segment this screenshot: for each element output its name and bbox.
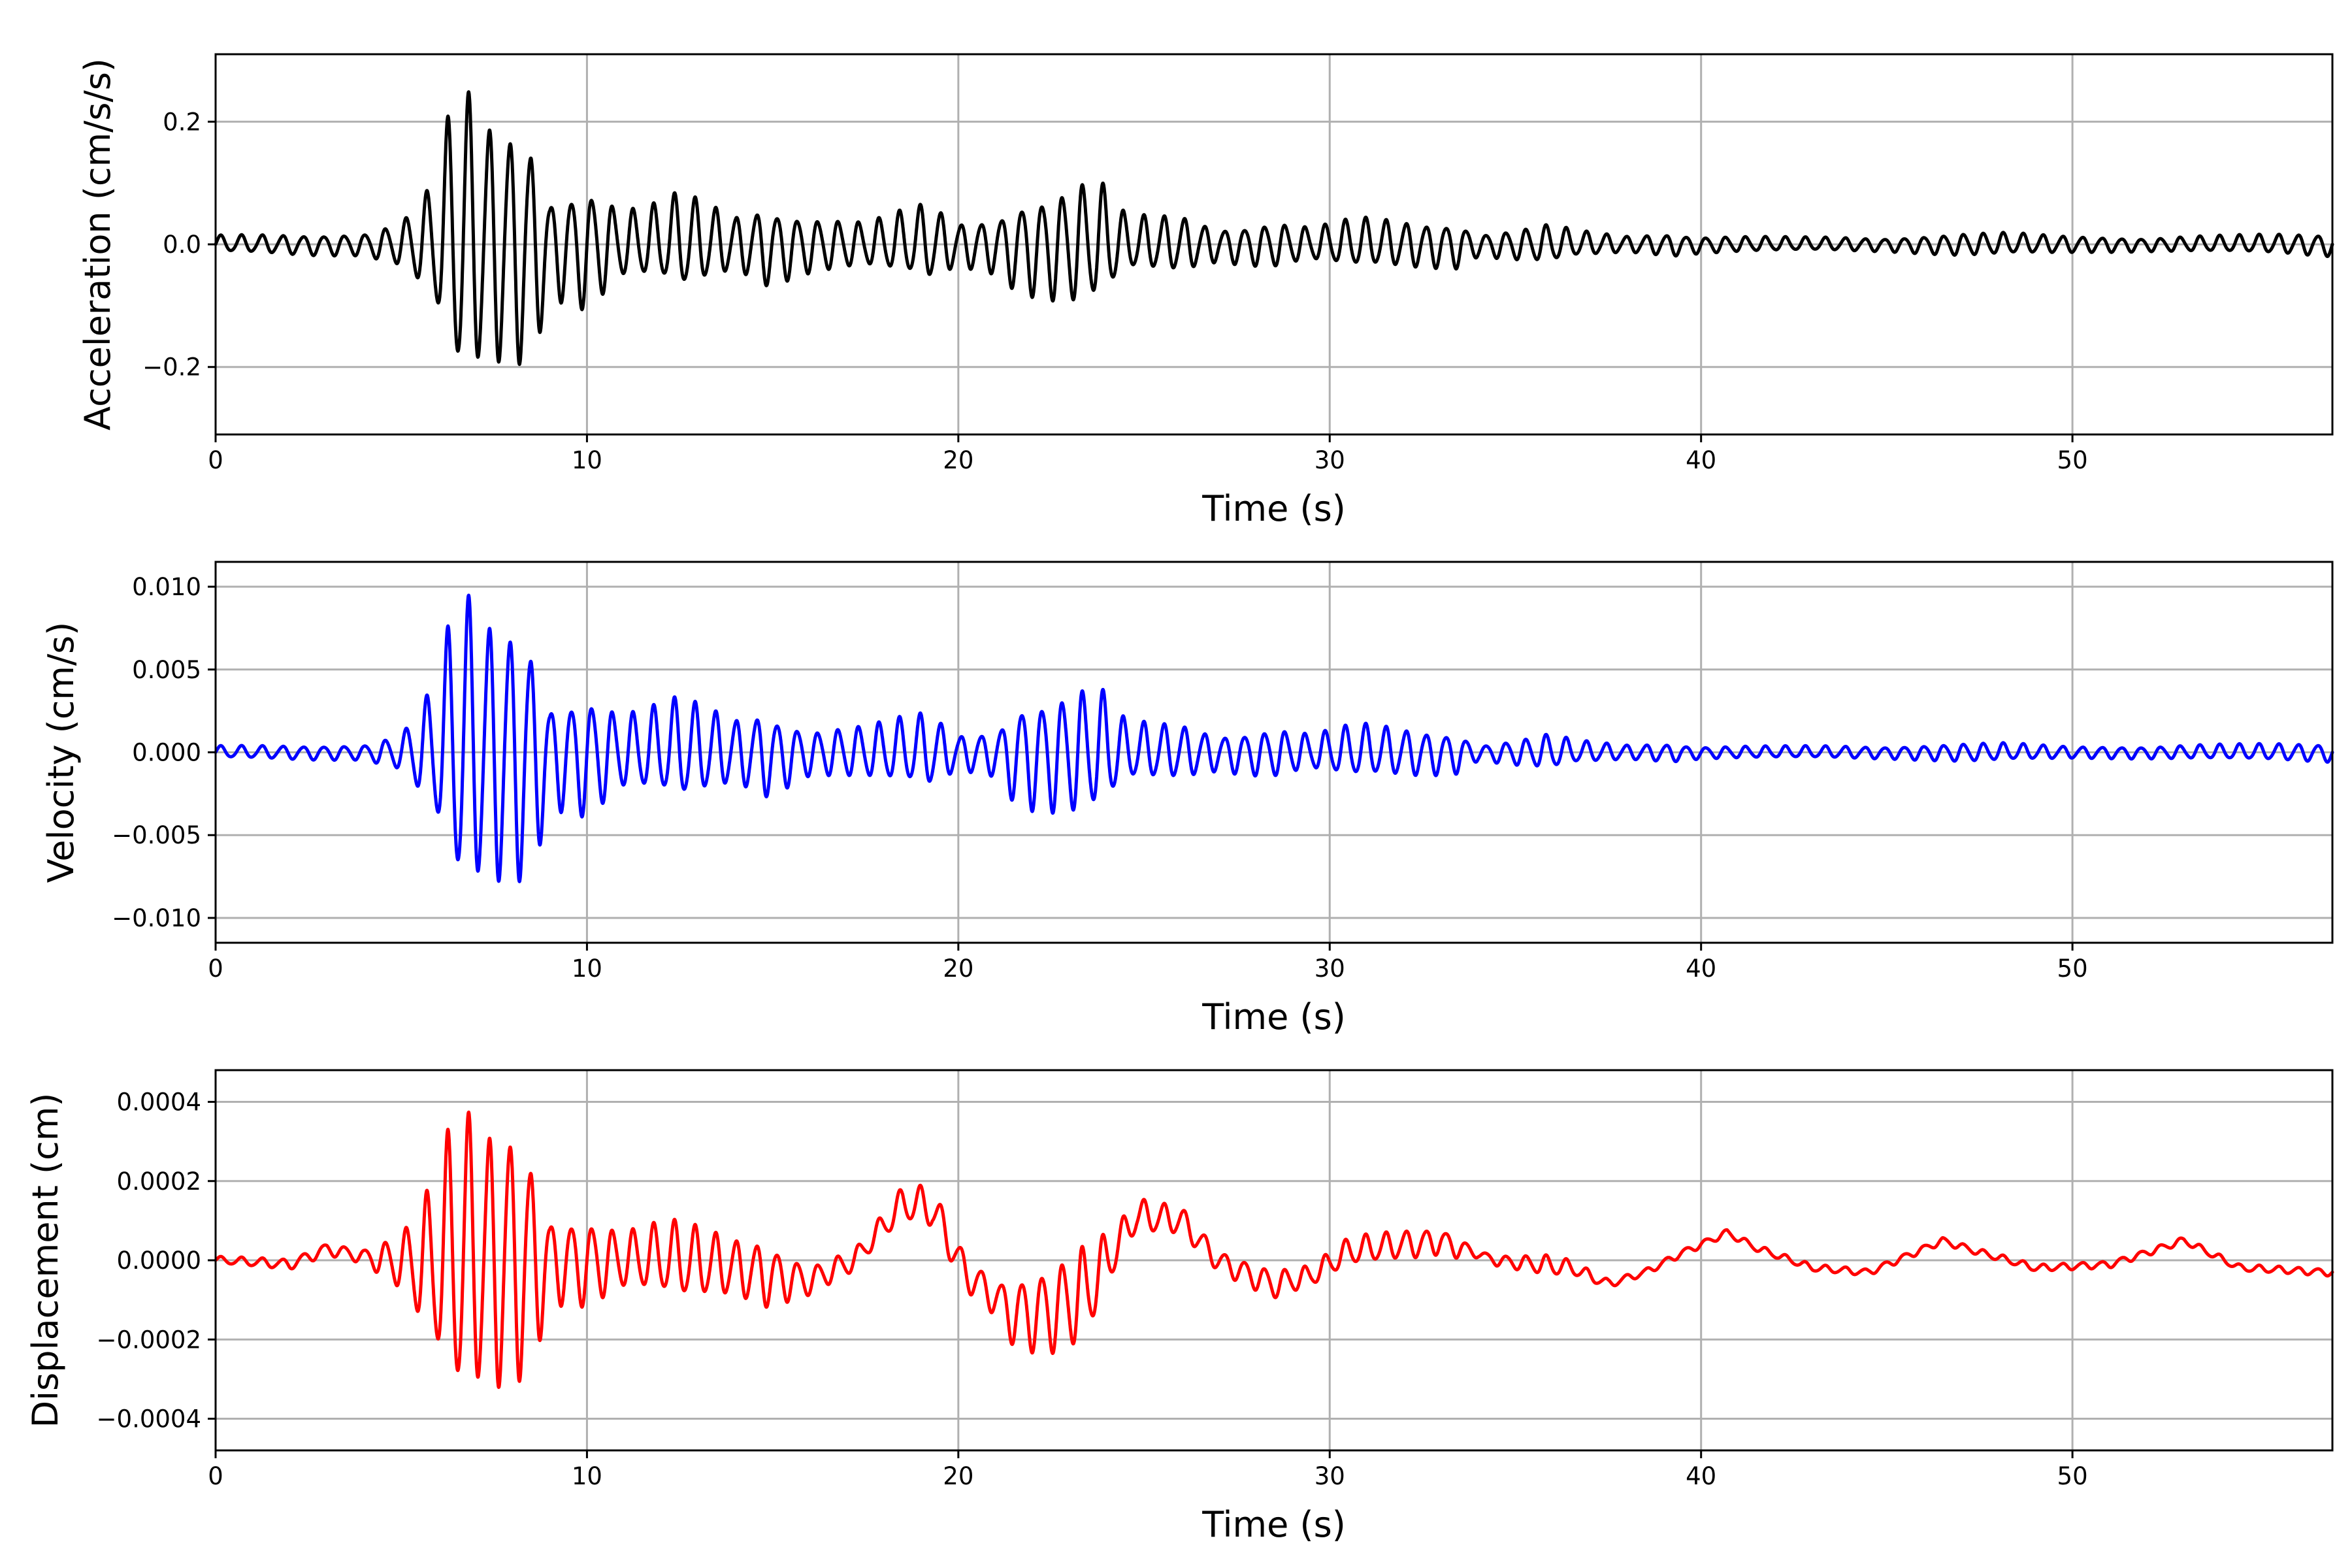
velocity-y-tick-label: −0.010 (112, 904, 201, 932)
acceleration-series-line (214, 90, 2334, 367)
acceleration-x-tick-label: 0 (208, 446, 223, 474)
acceleration-y-axis-title: Acceleration (cm/s/s) (77, 58, 118, 431)
velocity-trace-group (214, 593, 2334, 883)
displacement-x-axis-title: Time (s) (1201, 1504, 1346, 1545)
velocity-x-tick-label: 10 (572, 955, 602, 983)
velocity-y-tick-label: 0.000 (132, 739, 201, 767)
velocity-x-tick-label: 0 (208, 955, 223, 983)
acceleration-x-tick-label: 30 (1315, 446, 1345, 474)
velocity-x-axis-title: Time (s) (1201, 996, 1346, 1037)
displacement-y-tick-label: −0.0004 (97, 1405, 201, 1433)
displacement-y-tick-label: 0.0002 (117, 1168, 201, 1196)
velocity-grid (214, 562, 2332, 943)
velocity-y-tick-label: −0.005 (112, 821, 201, 849)
displacement-x-tick-label: 20 (943, 1462, 973, 1490)
displacement-x-tick-label: 40 (1686, 1462, 1716, 1490)
displacement-series-line (214, 1110, 2334, 1389)
velocity-y-tick-label: 0.010 (132, 573, 201, 601)
acceleration-x-tick-label: 20 (943, 446, 973, 474)
subplot-acceleration: 0 10 20 30 40 50 −0.2 0.0 0.2 Time (s) Accelerat… (77, 53, 2334, 529)
displacement-x-tick-label: 50 (2057, 1462, 2088, 1490)
acceleration-x-tick-label: 10 (572, 446, 602, 474)
acceleration-x-tick-label: 50 (2057, 446, 2088, 474)
acceleration-x-tick-label: 40 (1686, 446, 1716, 474)
acceleration-trace-group (214, 90, 2334, 367)
displacement-y-tick-label: 0.0004 (117, 1088, 201, 1117)
velocity-x-tick-label: 30 (1315, 955, 1345, 983)
acceleration-ticks: 0 10 20 30 40 50 −0.2 0.0 0.2 (142, 108, 2088, 474)
velocity-x-tick-label: 50 (2057, 955, 2088, 983)
velocity-series-line (214, 593, 2334, 883)
displacement-x-tick-label: 30 (1315, 1462, 1345, 1490)
displacement-grid (214, 1070, 2332, 1450)
displacement-y-tick-label: 0.0000 (117, 1247, 201, 1275)
subplot-displacement: 0 10 20 30 40 50 −0.0004 −0.0002 0.0000 0.0002 0.0… (25, 1069, 2334, 1545)
displacement-y-tick-label: −0.0002 (97, 1326, 201, 1354)
displacement-ticks: 0 10 20 30 40 50 −0.0004 −0.0002 0.0000 0.0002 0.0… (97, 1088, 2088, 1491)
acceleration-y-tick-label: −0.2 (142, 353, 201, 382)
acceleration-y-tick-label: 0.2 (163, 108, 201, 136)
acceleration-x-axis-title: Time (s) (1201, 488, 1346, 529)
velocity-y-axis-title: Velocity (cm/s) (41, 622, 82, 883)
acceleration-y-tick-label: 0.0 (163, 231, 201, 259)
displacement-x-tick-label: 10 (572, 1462, 602, 1490)
velocity-x-tick-label: 40 (1686, 955, 1716, 983)
displacement-x-tick-label: 0 (208, 1462, 223, 1490)
velocity-x-tick-label: 20 (943, 955, 973, 983)
displacement-y-axis-title: Displacement (cm) (25, 1093, 66, 1428)
velocity-y-tick-label: 0.005 (132, 656, 201, 684)
velocity-ticks: 0 10 20 30 40 50 −0.010 −0.005 0.000 0.005 0.010 (112, 573, 2088, 983)
displacement-trace-group (214, 1110, 2334, 1389)
subplot-velocity: 0 10 20 30 40 50 −0.010 −0.005 0.000 0.005 0.010 T… (41, 561, 2334, 1037)
